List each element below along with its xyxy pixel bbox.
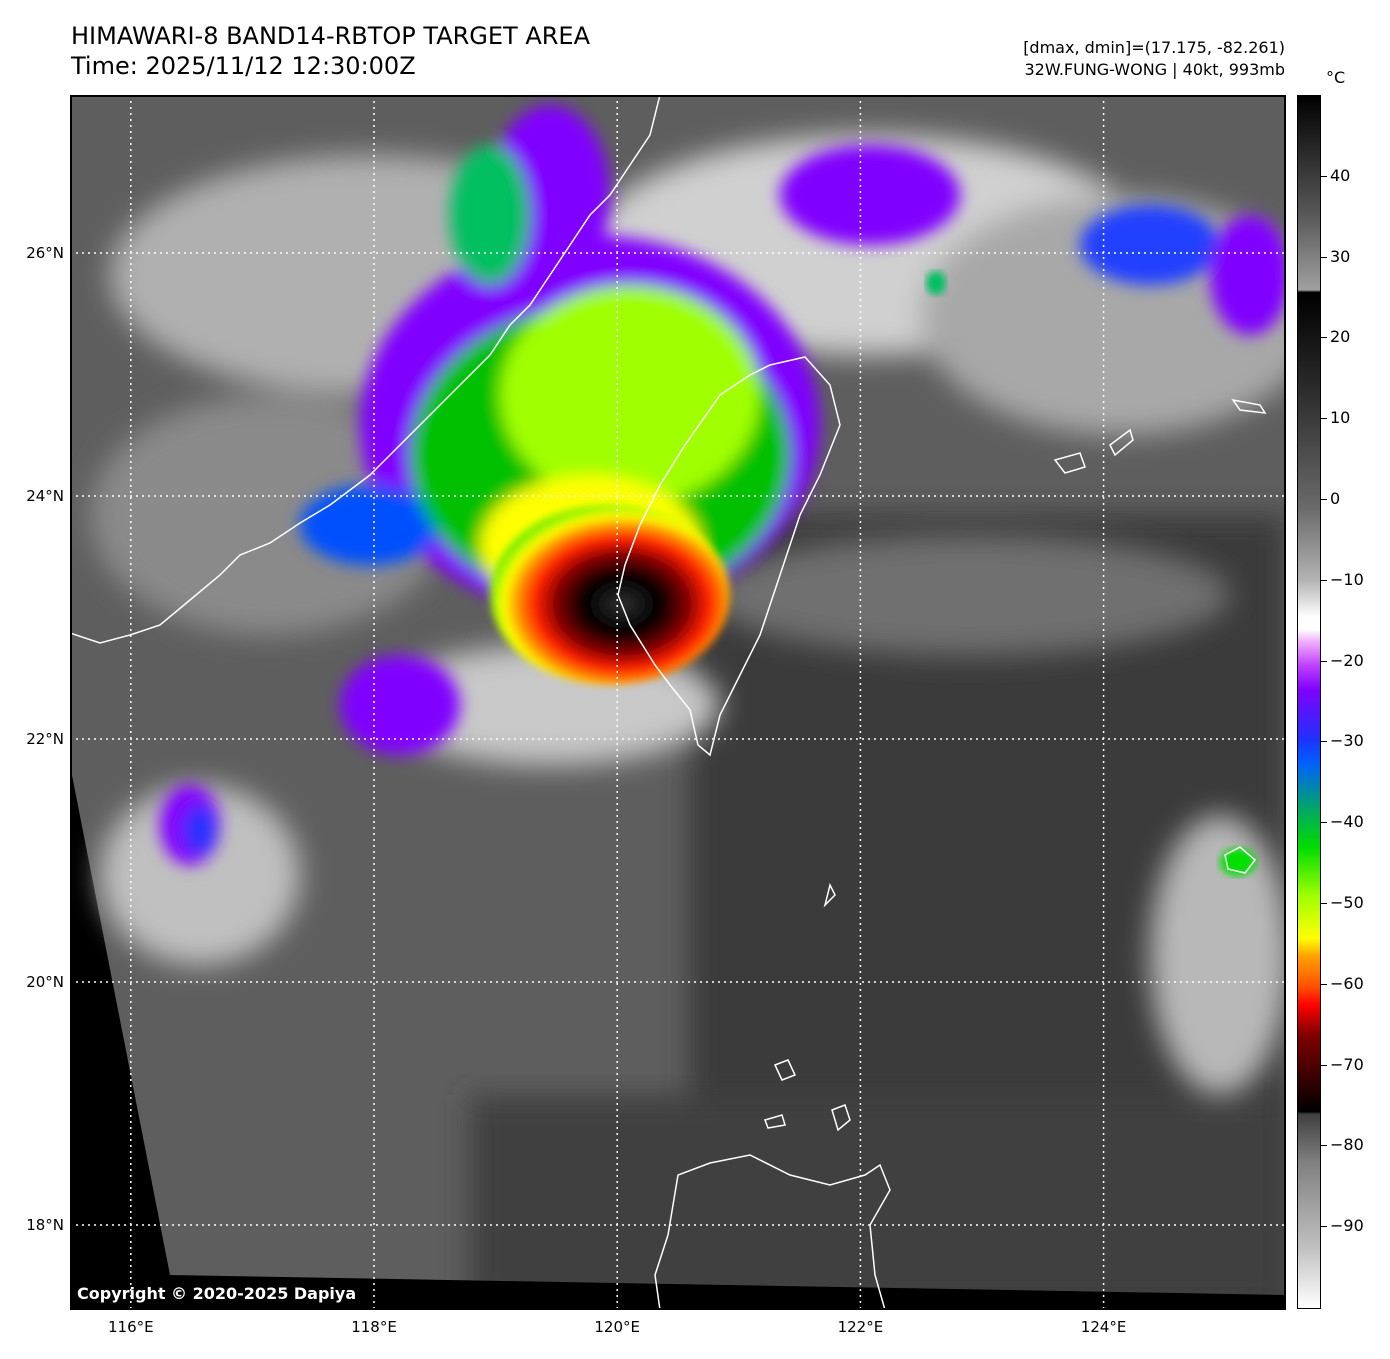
island bbox=[1224, 846, 1257, 874]
colorbar-tick-label: 10 bbox=[1330, 408, 1351, 428]
colorbar-tick bbox=[1320, 579, 1327, 581]
cold-core bbox=[490, 505, 730, 685]
lat-label-20n: 20°N bbox=[26, 972, 64, 991]
lon-label-122e: 122°E bbox=[837, 1318, 884, 1336]
colorbar-tick bbox=[1320, 660, 1327, 662]
colorbar-tick-label: −10 bbox=[1330, 569, 1364, 589]
island bbox=[831, 1104, 851, 1132]
colorbar-tick-label: −80 bbox=[1330, 1135, 1364, 1155]
colorbar-tick-label: 40 bbox=[1330, 165, 1351, 185]
colorbar-tick bbox=[1320, 903, 1327, 904]
colorbar-tick-label: −40 bbox=[1330, 812, 1364, 832]
island bbox=[764, 1114, 786, 1129]
storm-info: 32W.FUNG-WONG | 40kt, 993mb bbox=[1024, 60, 1285, 79]
luzon-coast bbox=[654, 1154, 891, 1310]
lon-label-120e: 120°E bbox=[594, 1318, 640, 1336]
temperature-range: [dmax, dmin]=(17.175, -82.261) bbox=[1023, 38, 1285, 57]
colorbar-tick bbox=[1320, 337, 1327, 339]
colorbar-tick bbox=[1320, 256, 1327, 258]
colorbar-tick-label: −20 bbox=[1330, 650, 1364, 670]
lat-label-24n: 24°N bbox=[26, 486, 64, 505]
copyright-notice: Copyright © 2020-2025 Dapiya bbox=[77, 1284, 357, 1303]
time-stamp: Time: 2025/11/12 12:30:00Z bbox=[71, 52, 416, 80]
china-coast bbox=[70, 95, 661, 644]
colorbar-tick bbox=[1320, 1145, 1327, 1147]
map-title: HIMAWARI-8 BAND14-RBTOP TARGET AREA bbox=[71, 22, 591, 50]
lon-label-116e: 116°E bbox=[107, 1318, 154, 1336]
colorbar-tick bbox=[1320, 983, 1327, 985]
colorbar-tick bbox=[1320, 741, 1327, 743]
colorbar-tick-label: −70 bbox=[1330, 1054, 1364, 1074]
graticule bbox=[70, 95, 1286, 1310]
island bbox=[1231, 398, 1267, 414]
colorbar-tick bbox=[1320, 822, 1327, 824]
lon-label-118e: 118°E bbox=[351, 1318, 397, 1336]
colorbar-tick bbox=[1320, 499, 1327, 500]
colorbar bbox=[1297, 95, 1321, 1309]
colorbar-tick bbox=[1320, 418, 1327, 420]
lat-label-18n: 18°N bbox=[26, 1215, 64, 1234]
colorbar-tick bbox=[1320, 1226, 1327, 1228]
lon-label-124e: 124°E bbox=[1080, 1318, 1127, 1336]
island bbox=[773, 1059, 797, 1081]
colorbar-tick bbox=[1320, 175, 1327, 177]
taiwan-coast bbox=[617, 356, 841, 757]
colorbar-tick-label: 20 bbox=[1330, 327, 1351, 347]
colorbar-tick-label: −50 bbox=[1330, 893, 1364, 912]
island bbox=[823, 882, 836, 908]
lat-label-22n: 22°N bbox=[26, 729, 64, 748]
coastlines bbox=[70, 95, 1267, 1310]
satellite-map bbox=[70, 95, 1286, 1310]
lat-label-26n: 26°N bbox=[26, 243, 64, 262]
colorbar-tick-label: 30 bbox=[1330, 246, 1351, 266]
colorbar-tick-label: −30 bbox=[1330, 731, 1364, 751]
island bbox=[1109, 428, 1134, 457]
dark-ocean-south bbox=[470, 1095, 1286, 1310]
colorbar-tick-label: −60 bbox=[1330, 973, 1364, 993]
small-cell bbox=[926, 271, 946, 295]
colorbar-tick bbox=[1320, 1064, 1327, 1066]
island bbox=[1053, 452, 1086, 474]
colorbar-unit: °C bbox=[1326, 68, 1346, 87]
colorbar-tick-label: −90 bbox=[1330, 1216, 1364, 1236]
colorbar-tick-label: 0 bbox=[1330, 489, 1341, 508]
